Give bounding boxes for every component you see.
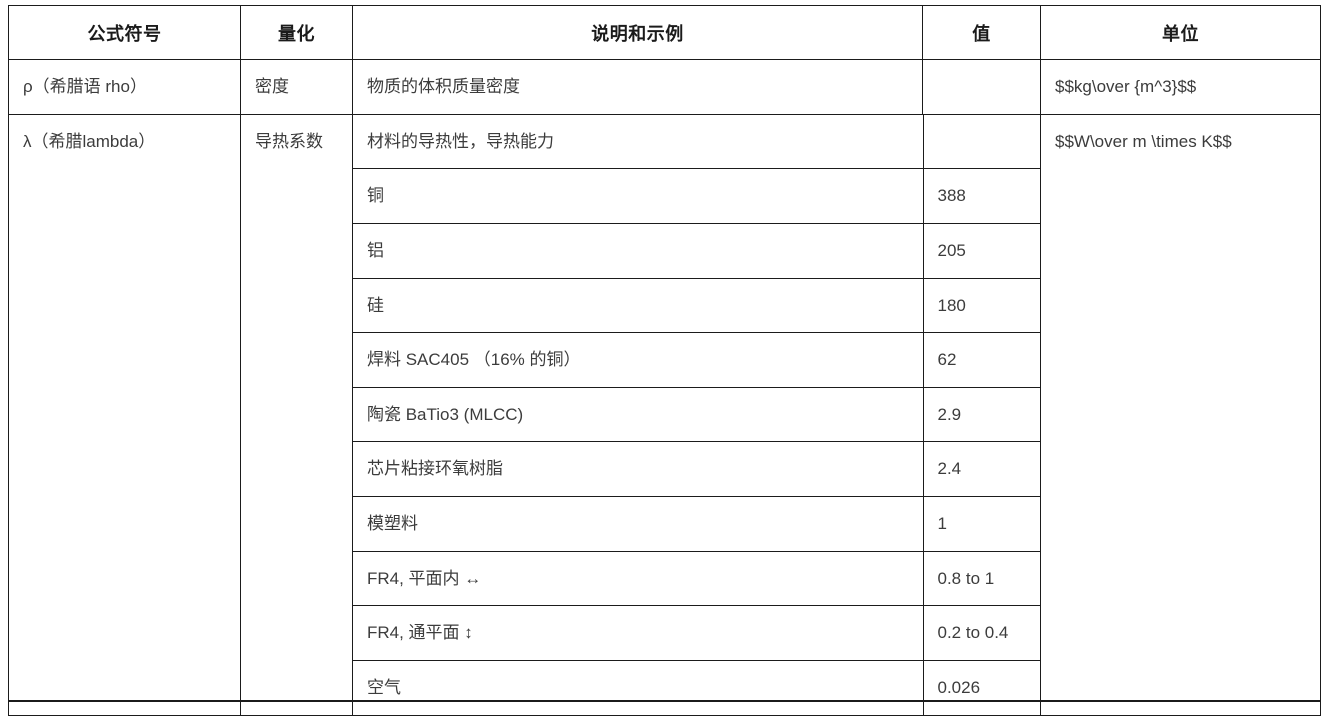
cell-material-name: 焊料 SAC405 （16% 的铜） [353, 332, 923, 388]
material-name-text: 空气 [367, 678, 401, 698]
cell-description-conductivity: 材料的导热性，导热能力 [353, 114, 923, 170]
cell-material-name: 空气 [353, 661, 923, 715]
cell-material-name: FR4, 通平面 ↕ [353, 605, 923, 662]
column-header-description: 说明和示例 [352, 5, 923, 60]
cell-material-value: 1 [922, 496, 1041, 552]
table-row: 芯片粘接环氧树脂 2.4 [353, 441, 1041, 498]
description-density-text: 物质的体积质量密度 [367, 77, 520, 96]
cell-symbol-rho: ρ（希腊语 rho） [8, 59, 241, 115]
cell-material-name: 芯片粘接环氧树脂 [353, 441, 923, 498]
cell-material-value: 388 [922, 168, 1041, 224]
material-value-text: 2.4 [937, 459, 962, 479]
table-row: 焊料 SAC405 （16% 的铜） 62 [353, 332, 1041, 388]
material-name-text: 铜 [367, 186, 384, 206]
unit-conductivity-latex: $$W\over m \times K$$ [1055, 131, 1232, 151]
material-name-text: 铝 [367, 240, 384, 260]
material-name-text: 焊料 SAC405 （16% 的铜） [367, 350, 581, 370]
cell-material-name: 模塑料 [353, 496, 923, 552]
material-name-text: FR4, 通平面 ↕ [367, 623, 473, 643]
cell-material-value: 0.2 to 0.4 [922, 605, 1041, 662]
table-row: 铝 205 [353, 223, 1041, 279]
material-value-text: 205 [937, 240, 966, 260]
quantity-density-text: 密度 [255, 77, 289, 96]
table-row: 陶瓷 BaTio3 (MLCC) 2.9 [353, 387, 1041, 443]
table-header: 公式符号 量化 说明和示例 值 单位 [8, 5, 1321, 60]
column-header-quantity: 量化 [240, 5, 353, 60]
material-subtable: 材料的导热性，导热能力 铜 [353, 114, 1042, 715]
cell-material-name: 铝 [353, 223, 923, 279]
material-name-text: 芯片粘接环氧树脂 [367, 459, 503, 479]
column-header-symbol: 公式符号 [8, 5, 241, 60]
cell-material-name: FR4, 平面内 ↔ [353, 551, 923, 607]
table-row: 硅 180 [353, 278, 1041, 334]
cell-material-value: 62 [922, 332, 1041, 388]
material-value-text: 0.2 to 0.4 [937, 623, 1009, 643]
table-row: 铜 388 [353, 168, 1041, 224]
table-row: 材料的导热性，导热能力 [353, 114, 1042, 170]
cell-symbol-lambda: λ（希腊lambda） [8, 113, 241, 716]
material-name-text: 模塑料 [367, 514, 418, 534]
material-name-text: 陶瓷 BaTio3 (MLCC) [367, 404, 524, 424]
cell-material-value: 180 [922, 278, 1041, 334]
cell-unit-conductivity: $$W\over m \times K$$ [1040, 113, 1321, 716]
table-header-row: 公式符号 量化 说明和示例 值 单位 [8, 5, 1321, 60]
material-value-text: 1 [937, 514, 947, 534]
material-value-text: 2.9 [937, 404, 962, 424]
cell-material-list-group: 材料的导热性，导热能力 铜 [352, 113, 1042, 716]
value-density-text [923, 60, 1040, 89]
material-name-text: FR4, 平面内 ↔ [367, 568, 482, 588]
quantity-conductivity-text: 导热系数 [255, 131, 323, 151]
cell-value-conductivity [922, 114, 1042, 170]
table-row: λ（希腊lambda） 导热系数 材料的导热性，导热能力 [8, 113, 1321, 716]
material-value-text: 0.026 [937, 678, 981, 698]
cell-material-value: 0.8 to 1 [922, 551, 1041, 607]
unit-density-latex: $$kg\over {m^3}$$ [1055, 77, 1197, 96]
cell-quantity-density: 密度 [240, 59, 353, 115]
cell-value-density [922, 59, 1041, 115]
table-row: 空气 0.026 [353, 660, 1041, 715]
cell-material-value: 2.9 [922, 387, 1041, 443]
cell-material-name: 铜 [353, 168, 923, 224]
column-header-value: 值 [922, 5, 1041, 60]
value-conductivity-text [924, 115, 1042, 144]
cell-unit-density: $$kg\over {m^3}$$ [1040, 59, 1321, 115]
cell-material-value: 0.026 [922, 660, 1041, 715]
symbol-rho-text: ρ（希腊语 rho） [23, 77, 147, 96]
table-bottom-border [8, 700, 1320, 702]
thermal-properties-table: 公式符号 量化 说明和示例 值 单位 ρ（希腊语 rho） 密度 物质的体积质量… [8, 5, 1321, 716]
symbol-lambda-text: λ（希腊lambda） [23, 131, 156, 151]
material-value-text: 0.8 to 1 [937, 568, 995, 588]
material-name-text: 硅 [367, 295, 384, 315]
description-conductivity-text: 材料的导热性，导热能力 [367, 131, 554, 151]
cell-material-value: 2.4 [922, 441, 1041, 498]
table-row: FR4, 通平面 ↕ 0.2 to 0.4 [353, 605, 1041, 662]
table-row: ρ（希腊语 rho） 密度 物质的体积质量密度 $$kg\over {m^3}$… [8, 59, 1321, 115]
column-header-unit: 单位 [1040, 5, 1321, 60]
cell-material-name: 陶瓷 BaTio3 (MLCC) [353, 387, 923, 443]
material-value-text: 180 [937, 295, 966, 315]
material-value-text: 388 [937, 186, 966, 206]
table-row: FR4, 平面内 ↔ 0.8 to 1 [353, 551, 1041, 607]
cell-description-density: 物质的体积质量密度 [352, 59, 923, 115]
table-body: ρ（希腊语 rho） 密度 物质的体积质量密度 $$kg\over {m^3}$… [8, 59, 1321, 716]
table-row: 模塑料 1 [353, 496, 1041, 552]
cell-material-value: 205 [922, 223, 1041, 279]
cell-quantity-conductivity: 导热系数 [240, 113, 353, 716]
cell-material-name: 硅 [353, 278, 923, 334]
material-value-text: 62 [937, 350, 957, 370]
